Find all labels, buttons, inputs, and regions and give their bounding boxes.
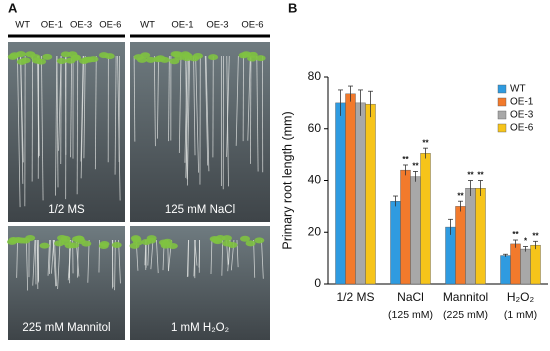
legend-swatch (498, 124, 506, 132)
x-tick-note: (1 mM) (504, 309, 537, 321)
seedling (66, 58, 76, 64)
significance: ** (402, 155, 409, 164)
bar (346, 94, 356, 284)
photo-caption: 1/2 MS (48, 204, 85, 216)
bar (411, 177, 421, 284)
root (250, 56, 251, 164)
y-tick-label: 40 (308, 173, 322, 187)
legend-swatch (498, 98, 506, 106)
significance: * (524, 237, 528, 246)
seedling (210, 236, 220, 242)
bar (401, 170, 411, 284)
y-tick-label: 20 (308, 224, 322, 238)
photo-caption: 125 mM NaCl (165, 204, 235, 216)
seedling (133, 240, 143, 246)
genotype-label: OE-3 (70, 20, 92, 31)
genotype-label: OE-6 (99, 20, 121, 31)
seedling (16, 51, 26, 57)
legend-label: OE-3 (510, 110, 534, 121)
bar (521, 249, 531, 284)
bar (446, 227, 456, 284)
bar (421, 153, 431, 284)
seedling (162, 239, 172, 245)
legend-swatch (498, 111, 506, 119)
genotype-label: OE-1 (41, 20, 63, 31)
x-tick-label: NaCl (397, 290, 424, 304)
bar (511, 244, 521, 284)
x-tick-note: (125 mM) (388, 309, 433, 321)
seedling (146, 57, 156, 63)
seedling (180, 51, 190, 57)
y-tick-label: 60 (308, 121, 322, 135)
seedling (81, 241, 91, 247)
bar (501, 256, 511, 284)
legend-swatch (498, 85, 506, 93)
significance: ** (457, 191, 464, 200)
significance: ** (412, 162, 419, 171)
panel-label: B (288, 0, 297, 15)
bar (456, 206, 466, 284)
seedling (208, 54, 218, 60)
seedling (13, 237, 23, 243)
significance: ** (532, 231, 539, 240)
seedling (241, 51, 251, 57)
x-tick-label: 1/2 MS (336, 290, 374, 304)
seedling (160, 57, 170, 63)
significance: ** (467, 171, 474, 180)
bar (466, 188, 476, 284)
legend-label: OE-1 (510, 97, 534, 108)
significance: ** (512, 230, 519, 239)
seedling (65, 243, 75, 249)
seedling (72, 236, 82, 242)
seedling (99, 241, 109, 247)
root (35, 240, 36, 284)
seedling (146, 238, 156, 244)
photo-caption: 1 mM H₂O₂ (171, 322, 229, 334)
seedling (40, 243, 50, 249)
bar (336, 103, 346, 284)
seedling (61, 51, 71, 57)
genotype-label: WT (140, 20, 155, 31)
genotype-label: OE-1 (171, 20, 193, 31)
genotype-label: WT (15, 20, 30, 31)
seedling (79, 58, 89, 64)
seedling (99, 52, 109, 58)
seedling (246, 240, 256, 246)
x-tick-label: H₂O₂ (507, 290, 535, 304)
genotype-label: OE-3 (206, 20, 228, 31)
photo-caption: 225 mM Mannitol (22, 322, 110, 334)
significance: ** (477, 171, 484, 180)
seedling (42, 54, 52, 60)
seedling (254, 237, 264, 243)
photo (8, 42, 125, 222)
seedling (222, 235, 232, 241)
y-tick-label: 80 (308, 69, 322, 83)
seedling (25, 51, 35, 57)
y-axis-label: Primary root length (mm) (280, 111, 294, 249)
bar (391, 201, 401, 284)
genotype-label: OE-6 (241, 20, 263, 31)
bar (476, 188, 486, 284)
seedling (112, 242, 122, 248)
legend-label: OE-6 (510, 123, 534, 134)
bar (356, 103, 366, 284)
y-tick-label: 0 (314, 276, 321, 290)
seedling (21, 57, 31, 63)
x-tick-label: Mannitol (443, 290, 488, 304)
seedling (222, 241, 232, 247)
significance: ** (422, 138, 429, 147)
bar (366, 104, 376, 284)
seedling (137, 57, 147, 63)
panel-label: A (8, 0, 18, 15)
seedling (32, 58, 42, 64)
legend-label: WT (510, 84, 526, 95)
x-tick-note: (225 mM) (443, 309, 488, 321)
seedling (57, 58, 67, 64)
bar (531, 245, 541, 284)
